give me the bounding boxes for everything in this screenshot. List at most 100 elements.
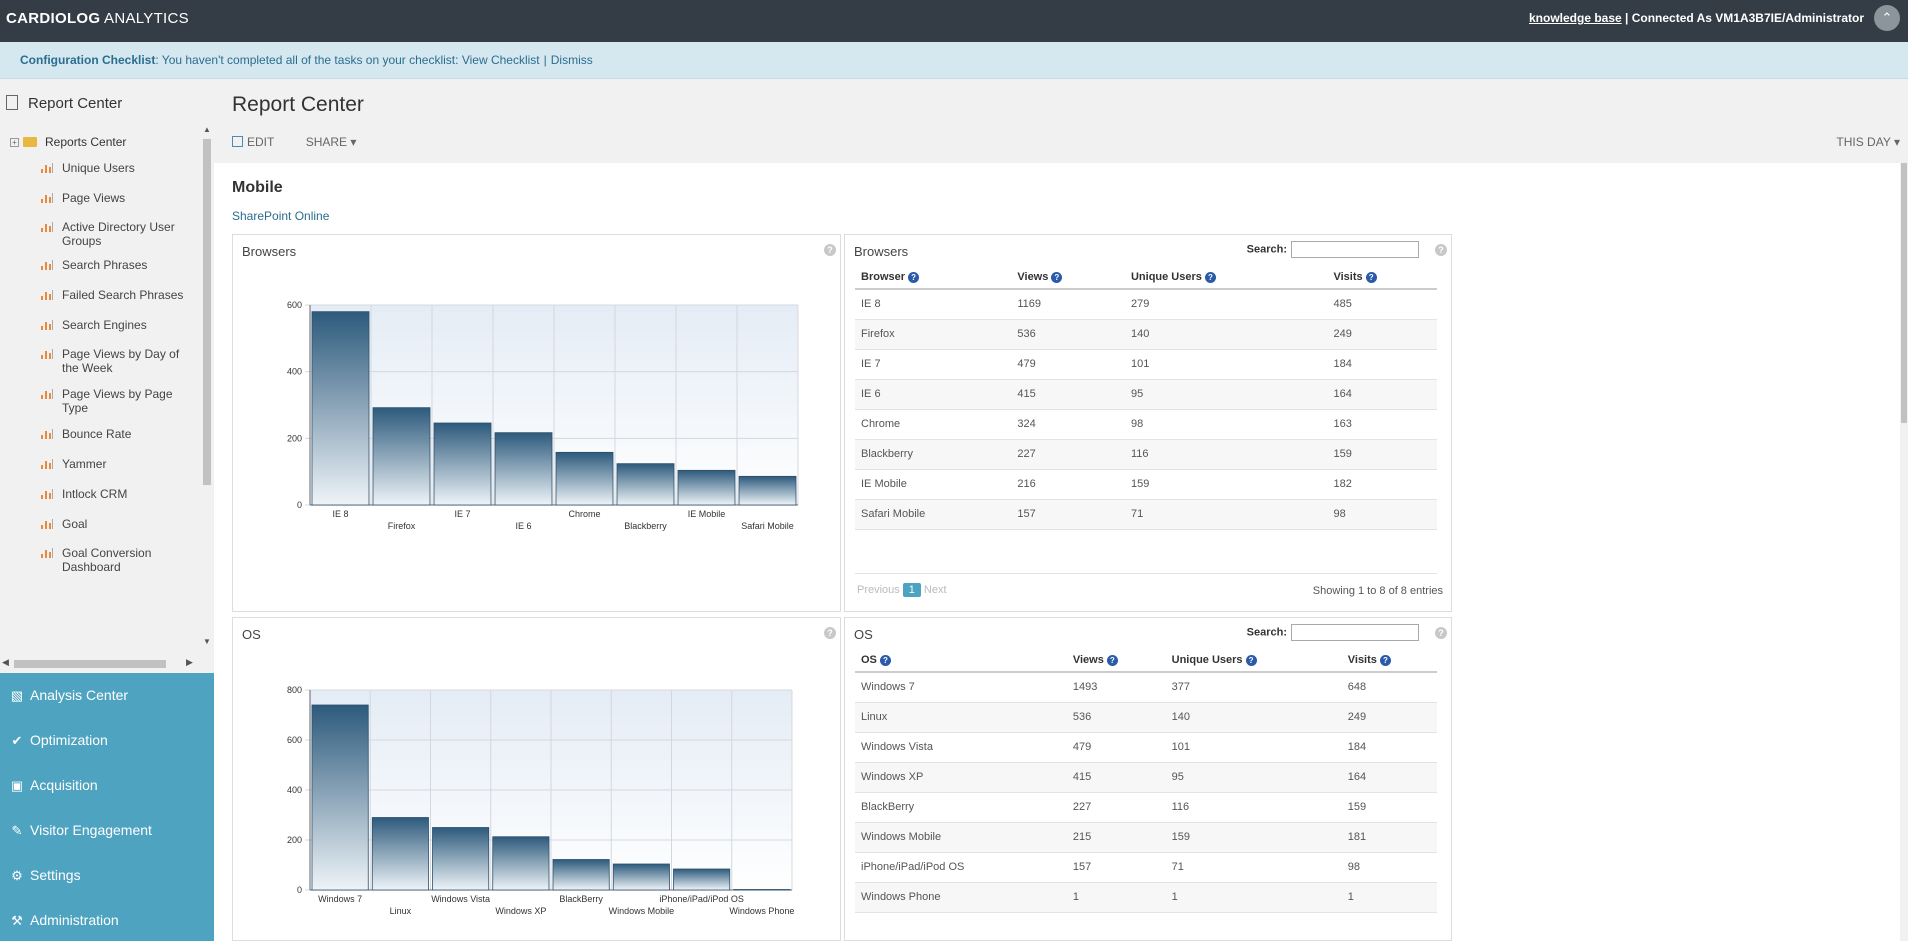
nav-analysis-center[interactable]: ▧ Analysis Center — [0, 673, 214, 718]
sidebar: Report Center + Reports Center Unique Use… — [0, 79, 214, 941]
table-cell: 1169 — [1011, 289, 1125, 320]
sidebar-horizontal-scrollbar[interactable]: ◀ ▶ — [0, 657, 200, 671]
bar[interactable] — [311, 704, 369, 891]
sidebar-report-item[interactable]: Search Phrases — [40, 258, 190, 272]
table-cell: BlackBerry — [855, 792, 1067, 823]
bar[interactable] — [673, 868, 731, 891]
table-row: IE 8 1169 279 485 — [855, 289, 1437, 320]
expand-icon[interactable]: + — [10, 138, 19, 147]
sidebar-report-item[interactable]: Failed Search Phrases — [40, 288, 190, 302]
help-icon[interactable]: ? — [1435, 244, 1447, 256]
section-title: Mobile — [232, 179, 283, 196]
scroll-up-icon[interactable]: ▲ — [203, 125, 211, 134]
help-icon[interactable]: ? — [1245, 654, 1257, 666]
bar[interactable] — [612, 863, 670, 891]
bar[interactable] — [677, 469, 736, 506]
bar[interactable] — [494, 432, 553, 506]
sidebar-vertical-scrollbar[interactable]: ▲ ▼ — [200, 125, 214, 651]
bar-chart-icon — [40, 429, 54, 439]
help-icon[interactable]: ? — [1204, 271, 1216, 283]
bar[interactable] — [552, 859, 610, 891]
search-box: Search: — [1247, 624, 1419, 641]
scroll-down-icon[interactable]: ▼ — [203, 637, 211, 646]
table-cell: 184 — [1327, 349, 1437, 380]
sidebar-report-item[interactable]: Intlock CRM — [40, 487, 190, 501]
bar[interactable] — [372, 407, 431, 506]
sidebar-report-item[interactable]: Goal Conversion Dashboard — [40, 546, 190, 574]
search-input[interactable] — [1291, 624, 1419, 641]
wrench-icon: ⚒ — [11, 913, 23, 928]
dismiss-link[interactable]: Dismiss — [550, 53, 593, 67]
bar[interactable] — [433, 422, 492, 506]
column-header[interactable]: Views? — [1011, 265, 1125, 290]
tree-root-reports-center[interactable]: + Reports Center — [10, 135, 126, 149]
collapse-header-button[interactable]: ⌃ — [1874, 5, 1900, 31]
sidebar-report-item[interactable]: Page Views by Page Type — [40, 387, 190, 415]
knowledge-base-link[interactable]: knowledge base — [1529, 11, 1622, 25]
nav-acquisition[interactable]: ▣ Acquisition — [0, 763, 214, 808]
nav-settings[interactable]: ⚙ Settings — [0, 853, 214, 898]
help-icon[interactable]: ? — [1379, 654, 1391, 666]
table-row: IE 7 479 101 184 — [855, 349, 1437, 380]
scrollbar-thumb[interactable] — [14, 660, 166, 668]
browsers-table-panel: Browsers Search: ? Browser? Views? Unique … — [844, 234, 1452, 612]
nav-visitor-engagement[interactable]: ✎ Visitor Engagement — [0, 808, 214, 853]
bar[interactable] — [311, 311, 370, 506]
help-icon[interactable]: ? — [1051, 271, 1063, 283]
bar[interactable] — [371, 817, 429, 891]
sidebar-report-item[interactable]: Page Views — [40, 191, 190, 205]
table-cell: 184 — [1341, 732, 1437, 763]
help-icon[interactable]: ? — [908, 271, 920, 283]
help-icon[interactable]: ? — [1365, 271, 1377, 283]
bar[interactable] — [738, 475, 797, 506]
help-icon[interactable]: ? — [1106, 654, 1118, 666]
x-tick-label: Windows XP — [495, 906, 546, 916]
help-icon[interactable]: ? — [1435, 627, 1447, 639]
table-cell: 157 — [1066, 852, 1166, 883]
table-row: iPhone/iPad/iPod OS 157 71 98 — [855, 852, 1437, 883]
bar[interactable] — [733, 889, 791, 891]
column-header[interactable]: Unique Users? — [1165, 648, 1342, 673]
nav-administration[interactable]: ⚒ Administration — [0, 898, 214, 941]
pagination: Previous 1 Next — [857, 583, 947, 597]
previous-button[interactable]: Previous — [857, 584, 900, 596]
scroll-right-icon[interactable]: ▶ — [186, 657, 193, 667]
content-scrollbar[interactable] — [1900, 163, 1908, 941]
column-header[interactable]: Browser? — [855, 265, 1012, 290]
x-tick-label: IE 7 — [454, 509, 470, 519]
scrollbar-thumb[interactable] — [1901, 163, 1907, 423]
next-button[interactable]: Next — [923, 584, 947, 596]
share-dropdown[interactable]: SHARE ▾ — [305, 135, 357, 149]
page-1-button[interactable]: 1 — [902, 583, 921, 597]
view-checklist-link[interactable]: View Checklist — [461, 53, 540, 67]
scroll-left-icon[interactable]: ◀ — [2, 657, 9, 667]
bar[interactable] — [555, 451, 614, 506]
bar[interactable] — [616, 463, 675, 506]
column-header[interactable]: Visits? — [1327, 265, 1437, 290]
table-cell: 71 — [1165, 852, 1342, 883]
column-header[interactable]: Unique Users? — [1124, 265, 1328, 290]
column-header[interactable]: OS? — [855, 648, 1067, 673]
help-icon[interactable]: ? — [824, 627, 836, 639]
help-icon[interactable]: ? — [824, 244, 836, 256]
column-header[interactable]: Views? — [1066, 648, 1166, 673]
site-link[interactable]: SharePoint Online — [232, 209, 330, 223]
period-dropdown[interactable]: THIS DAY ▾ — [1836, 135, 1900, 149]
table-cell: iPhone/iPad/iPod OS — [855, 852, 1067, 883]
sidebar-report-item[interactable]: Unique Users — [40, 161, 190, 175]
sidebar-report-item[interactable]: Page Views by Day of the Week — [40, 347, 190, 375]
search-input[interactable] — [1291, 241, 1419, 258]
sidebar-report-item[interactable]: Yammer — [40, 457, 190, 471]
y-tick-label: 800 — [287, 685, 302, 695]
bar[interactable] — [432, 827, 490, 891]
sidebar-report-item[interactable]: Bounce Rate — [40, 427, 190, 441]
help-icon[interactable]: ? — [879, 654, 891, 666]
edit-button[interactable]: EDIT — [232, 135, 274, 149]
nav-optimization[interactable]: ✔ Optimization — [0, 718, 214, 763]
sidebar-report-item[interactable]: Search Engines — [40, 318, 190, 332]
scrollbar-thumb[interactable] — [203, 139, 211, 485]
bar[interactable] — [492, 836, 550, 891]
column-header[interactable]: Visits? — [1341, 648, 1437, 673]
sidebar-report-item[interactable]: Active Directory User Groups — [40, 220, 190, 248]
sidebar-report-item[interactable]: Goal — [40, 517, 190, 531]
